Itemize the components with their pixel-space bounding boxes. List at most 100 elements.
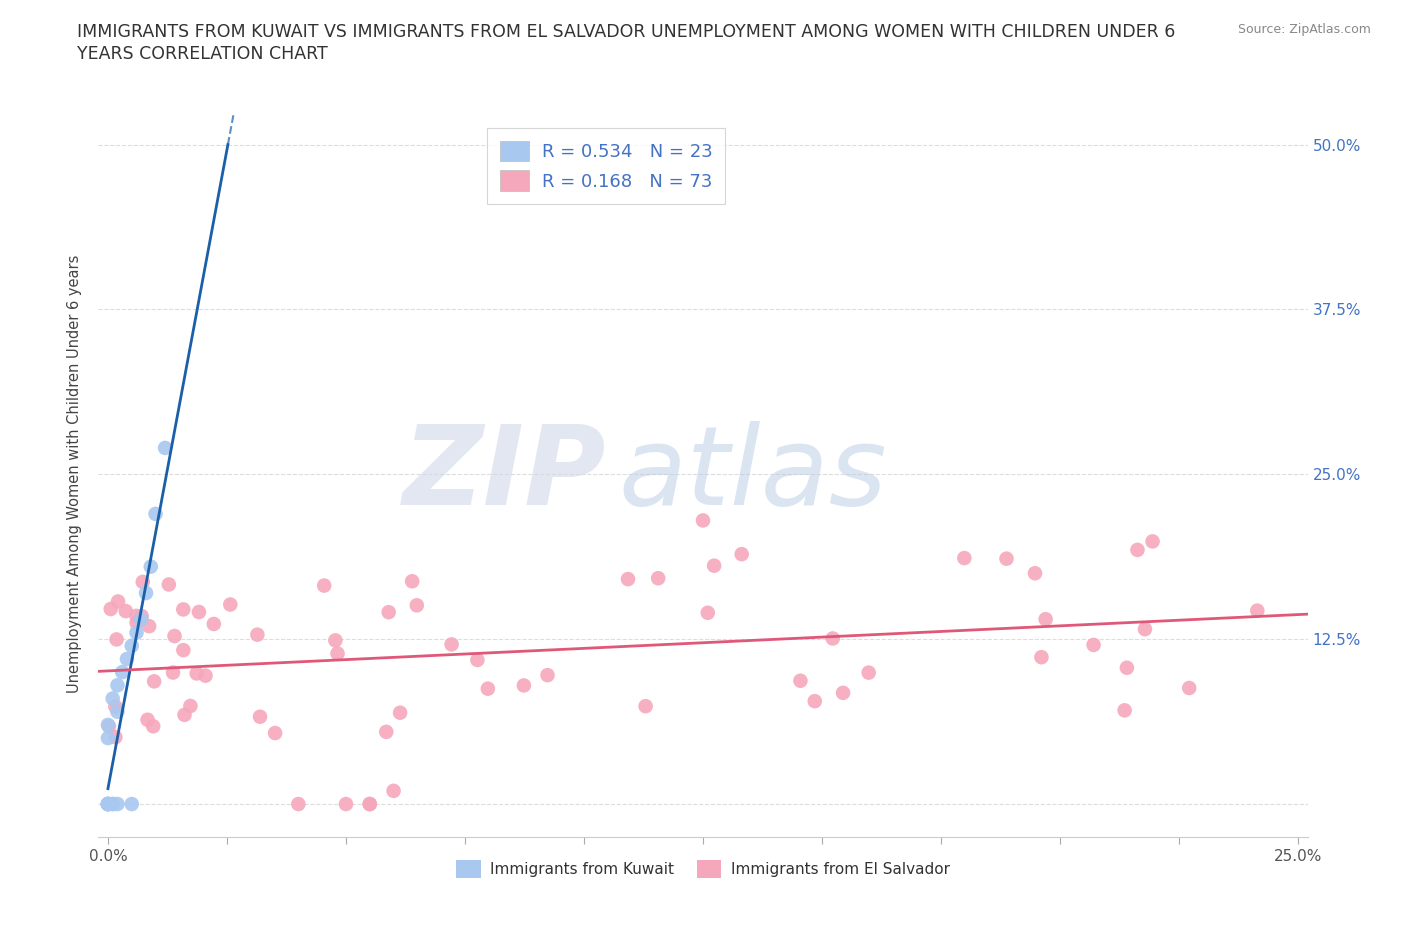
Point bbox=[132, 575, 155, 590]
Point bbox=[513, 678, 536, 693]
Point bbox=[731, 547, 754, 562]
Point bbox=[647, 571, 669, 586]
Point bbox=[377, 604, 399, 619]
Point bbox=[97, 717, 120, 732]
Point bbox=[172, 602, 194, 617]
Point bbox=[114, 604, 136, 618]
Text: ZIP: ZIP bbox=[402, 420, 606, 528]
Point bbox=[101, 691, 124, 706]
Point bbox=[1126, 542, 1149, 557]
Point bbox=[105, 632, 128, 647]
Point bbox=[789, 673, 811, 688]
Text: atlas: atlas bbox=[619, 420, 887, 528]
Point bbox=[125, 608, 148, 623]
Point bbox=[153, 441, 176, 456]
Point bbox=[107, 678, 129, 693]
Point bbox=[157, 577, 180, 591]
Point bbox=[335, 797, 357, 812]
Point bbox=[145, 507, 167, 522]
Point bbox=[477, 682, 499, 697]
Point bbox=[314, 578, 336, 593]
Point bbox=[97, 797, 120, 812]
Point bbox=[107, 594, 129, 609]
Point bbox=[375, 724, 398, 739]
Point bbox=[121, 797, 143, 812]
Point bbox=[135, 586, 157, 601]
Point bbox=[172, 643, 194, 658]
Point bbox=[188, 604, 211, 619]
Point bbox=[163, 629, 186, 644]
Point bbox=[173, 708, 195, 723]
Point bbox=[953, 551, 976, 565]
Point bbox=[97, 797, 120, 812]
Point bbox=[115, 652, 138, 667]
Point bbox=[202, 617, 225, 631]
Point bbox=[1035, 612, 1057, 627]
Point bbox=[97, 797, 120, 812]
Text: YEARS CORRELATION CHART: YEARS CORRELATION CHART bbox=[77, 45, 328, 62]
Point bbox=[1115, 660, 1137, 675]
Point bbox=[536, 668, 558, 683]
Point bbox=[634, 698, 657, 713]
Point bbox=[100, 602, 122, 617]
Text: IMMIGRANTS FROM KUWAIT VS IMMIGRANTS FROM EL SALVADOR UNEMPLOYMENT AMONG WOMEN W: IMMIGRANTS FROM KUWAIT VS IMMIGRANTS FRO… bbox=[77, 23, 1175, 41]
Point bbox=[325, 633, 347, 648]
Point bbox=[696, 605, 718, 620]
Point bbox=[97, 731, 120, 746]
Point bbox=[97, 719, 120, 734]
Point bbox=[617, 572, 640, 587]
Point bbox=[97, 797, 120, 812]
Point bbox=[359, 797, 381, 812]
Point bbox=[326, 646, 349, 661]
Point bbox=[101, 797, 124, 812]
Point bbox=[1114, 703, 1136, 718]
Point bbox=[125, 625, 148, 640]
Point bbox=[703, 558, 725, 573]
Point bbox=[467, 653, 489, 668]
Point bbox=[143, 674, 166, 689]
Point bbox=[131, 608, 153, 623]
Point bbox=[995, 551, 1018, 566]
Point bbox=[1178, 681, 1201, 696]
Point bbox=[142, 719, 165, 734]
Point bbox=[97, 797, 120, 812]
Point bbox=[104, 699, 127, 714]
Point bbox=[1031, 650, 1053, 665]
Point bbox=[139, 559, 162, 574]
Point bbox=[401, 574, 423, 589]
Point bbox=[1142, 534, 1164, 549]
Point bbox=[162, 665, 184, 680]
Point bbox=[186, 666, 208, 681]
Point bbox=[121, 638, 143, 653]
Point bbox=[359, 797, 381, 812]
Point bbox=[382, 783, 405, 798]
Point bbox=[101, 797, 124, 812]
Point bbox=[138, 618, 160, 633]
Point bbox=[389, 705, 412, 720]
Point bbox=[405, 598, 427, 613]
Point bbox=[111, 665, 134, 680]
Point bbox=[246, 627, 269, 642]
Text: Source: ZipAtlas.com: Source: ZipAtlas.com bbox=[1237, 23, 1371, 36]
Point bbox=[249, 710, 271, 724]
Point bbox=[179, 698, 201, 713]
Point bbox=[136, 712, 159, 727]
Point bbox=[194, 669, 217, 684]
Point bbox=[440, 637, 463, 652]
Point bbox=[1246, 604, 1268, 618]
Point bbox=[692, 513, 714, 528]
Point bbox=[107, 704, 129, 719]
Point bbox=[832, 685, 855, 700]
Y-axis label: Unemployment Among Women with Children Under 6 years: Unemployment Among Women with Children U… bbox=[67, 255, 83, 694]
Point bbox=[803, 694, 825, 709]
Point bbox=[821, 631, 844, 646]
Point bbox=[264, 725, 287, 740]
Point bbox=[104, 730, 127, 745]
Point bbox=[219, 597, 242, 612]
Legend: Immigrants from Kuwait, Immigrants from El Salvador: Immigrants from Kuwait, Immigrants from … bbox=[450, 854, 956, 883]
Point bbox=[858, 665, 880, 680]
Point bbox=[287, 797, 309, 812]
Point bbox=[1133, 621, 1156, 636]
Point bbox=[1024, 565, 1046, 580]
Point bbox=[1083, 637, 1105, 652]
